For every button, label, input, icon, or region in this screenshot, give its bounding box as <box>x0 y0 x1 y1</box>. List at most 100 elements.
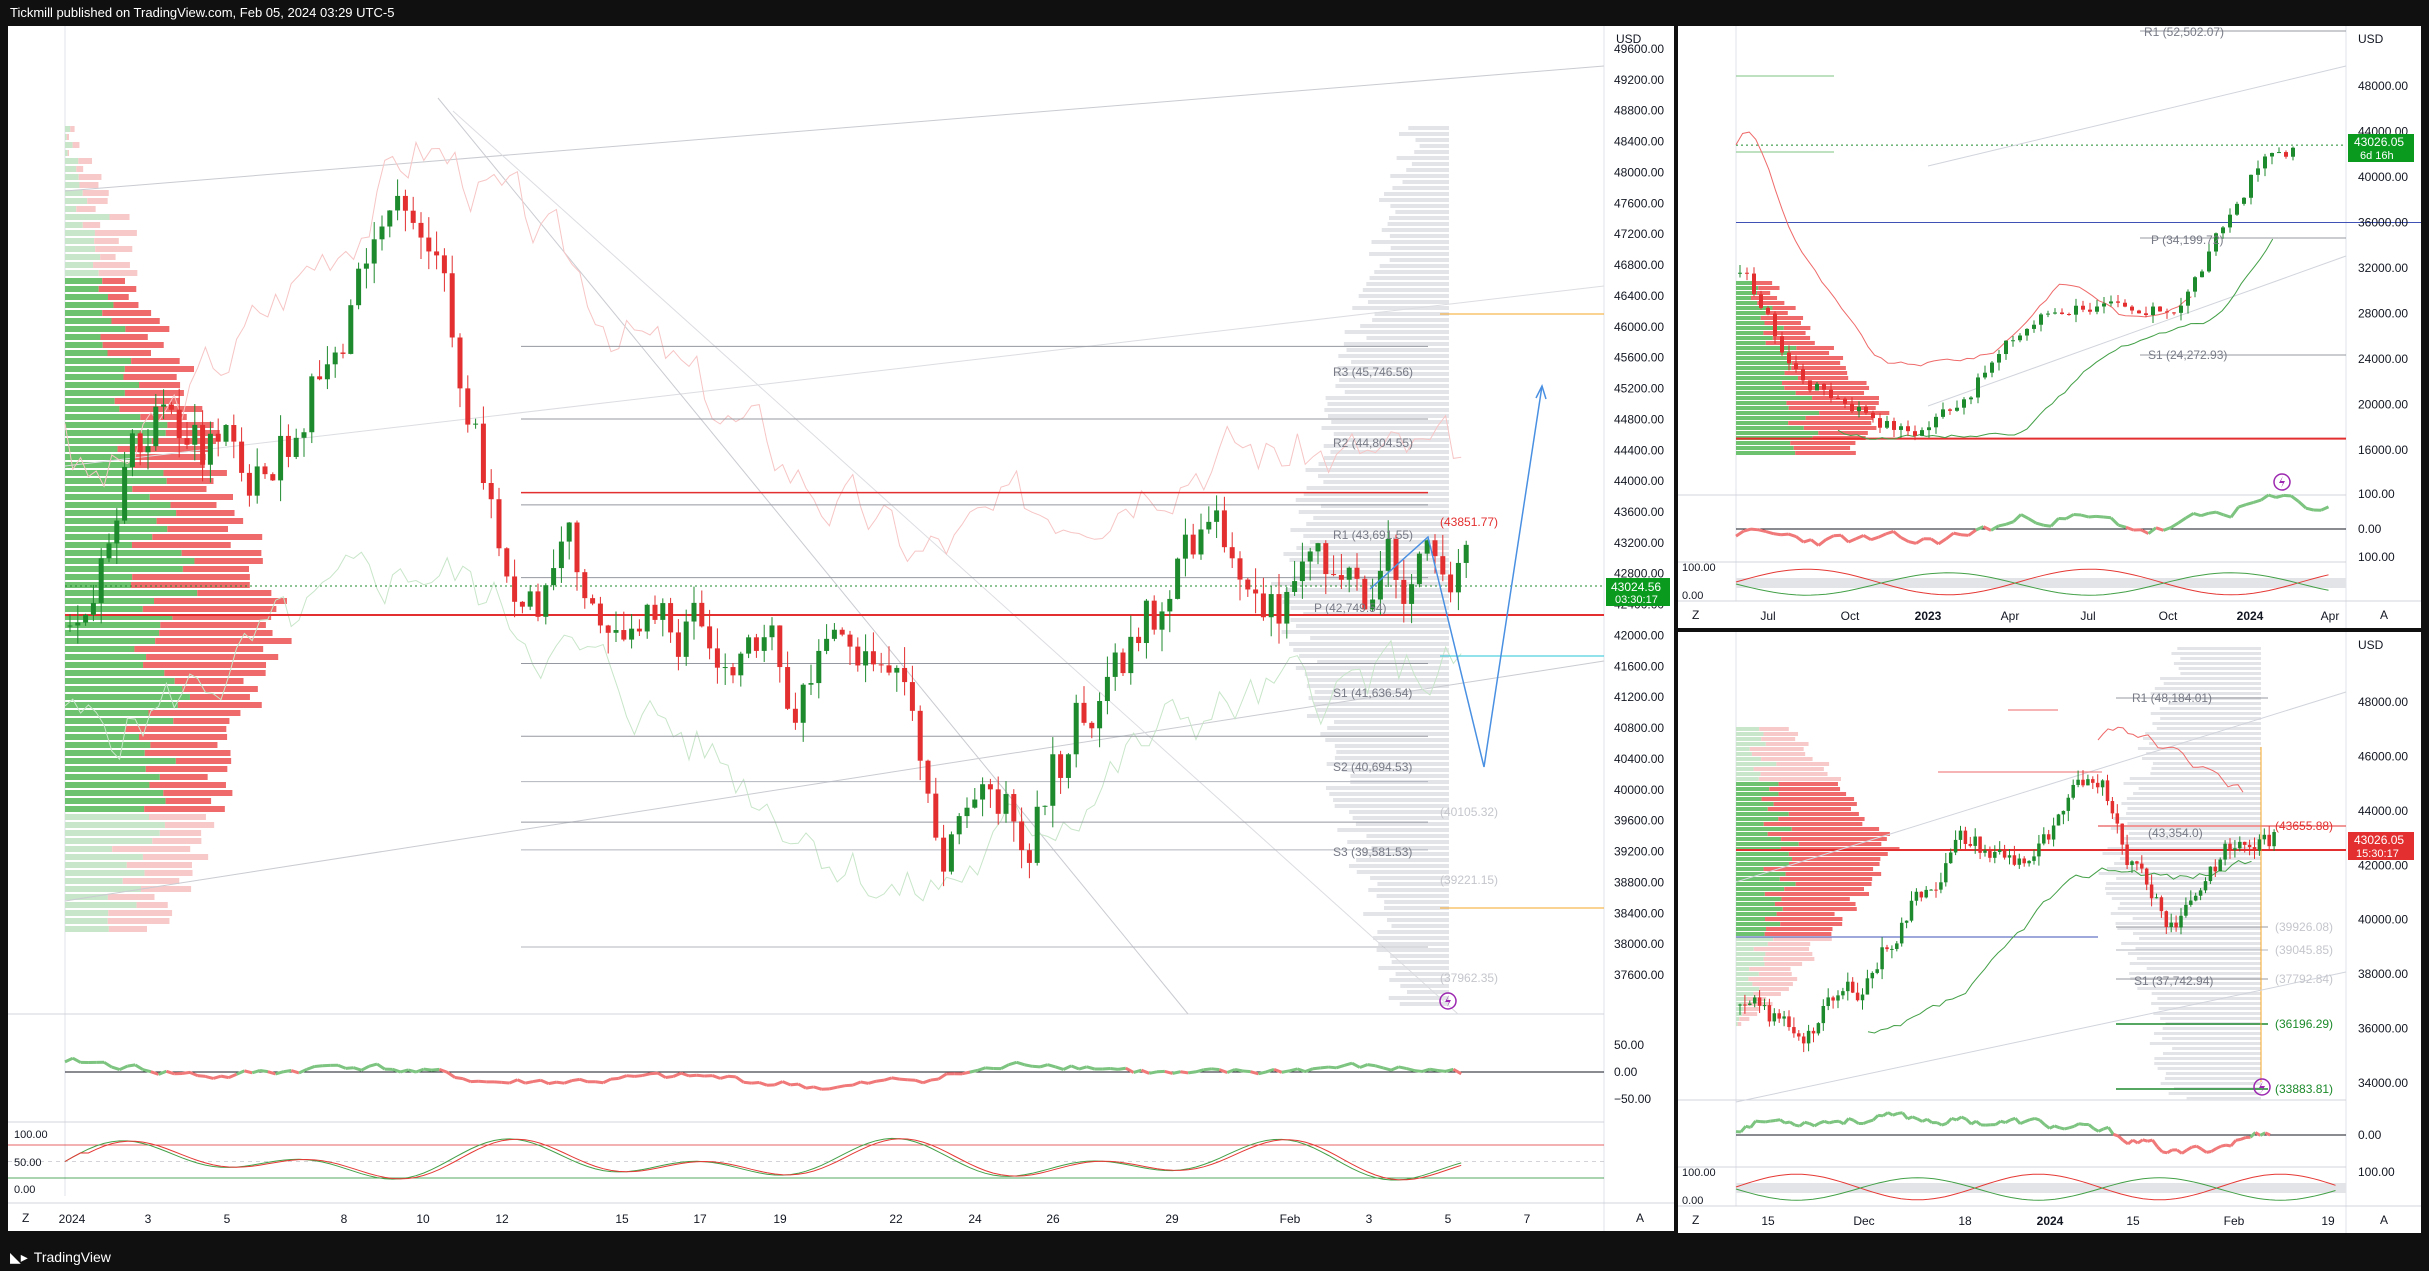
osc-segment <box>1941 1122 1948 1127</box>
profile-bar-sell <box>94 230 137 236</box>
main-candles <box>67 179 1469 887</box>
profile-bar-sell <box>159 830 202 836</box>
weekly-time-axis[interactable]: Jul Oct 2023 Apr Jul Oct 2024 Apr <box>1760 609 2339 623</box>
right-profile-bar <box>1368 888 1449 892</box>
candle-body <box>699 602 705 627</box>
profile-bar-sell <box>173 718 230 724</box>
osc1-segment <box>1414 1069 1423 1073</box>
resistance-trail <box>1735 131 2192 367</box>
four-hour-chart-panel[interactable]: USD R1 (48,184.01) (43655.88) (43,354.0)… <box>1678 632 2421 1233</box>
main-time-axis[interactable]: 2024 3 5 8 10 12 15 17 19 22 24 26 29 Feb 3 5 7 <box>59 1212 1531 1226</box>
profile-bar-sell <box>1797 376 1849 380</box>
osc-segment <box>2097 1127 2105 1133</box>
main-a-button[interactable]: A <box>1636 1211 1644 1225</box>
right-profile-bar <box>1316 708 1449 712</box>
weekly-lightning-icon[interactable] <box>2273 473 2291 491</box>
main-chart-panel[interactable]: USD R3 (45,746.56) R2 (44,804.55) (43851… <box>8 26 1674 1231</box>
profile-bar-buy <box>1736 807 1768 811</box>
profile-bar-sell <box>1757 291 1771 295</box>
four-hour-time-axis[interactable]: 15 Dec 18 2024 15 Feb 19 <box>1761 1214 2335 1228</box>
profile-bar-buy <box>65 566 183 572</box>
profile-bar-sell <box>124 366 195 372</box>
four-hour-price-axis[interactable]: 48000.00 46000.00 44000.00 42000.00 40000.00… <box>2358 695 2408 1090</box>
osc1-segment <box>813 1085 823 1091</box>
osc1-segment <box>1258 1070 1267 1076</box>
osc1-segment <box>1273 1067 1283 1074</box>
osc1-segment <box>743 1080 752 1085</box>
candle-body <box>192 424 198 445</box>
weekly-chart-svg[interactable]: USD R1 (52,502.07) P (34,199.72) S1 (24,… <box>1678 26 2421 628</box>
osc1-segment <box>688 1073 697 1078</box>
profile-bar-buy <box>1736 401 1787 405</box>
candle-body <box>2179 915 2183 928</box>
candle-body <box>1997 354 2001 363</box>
four-hour-lightning-icon[interactable] <box>2253 1078 2271 1096</box>
candle-body <box>1899 922 1904 944</box>
lightning-icon[interactable] <box>1439 992 1457 1010</box>
weekly-price-axis[interactable]: 48000.0044000.0040000.0036000.0032000.00… <box>2358 79 2408 457</box>
osc-segment <box>2235 1137 2241 1142</box>
profile-bar-buy <box>1736 441 1791 445</box>
main-z-button[interactable]: Z <box>22 1211 29 1225</box>
candle-body <box>2032 856 2036 861</box>
right-profile-bar <box>1377 930 1449 934</box>
candle-body <box>426 237 432 252</box>
profile-bar-buy <box>65 790 164 796</box>
profile-bar-sell <box>1761 797 1855 801</box>
candle-body <box>2012 855 2017 865</box>
candle-body <box>2060 312 2064 314</box>
candle-body <box>605 625 611 633</box>
four-hour-a-button[interactable]: A <box>2380 1213 2388 1227</box>
osc-segment <box>1765 530 1774 536</box>
price-tick: 46000.00 <box>2358 749 2408 763</box>
profile-bar-sell <box>124 390 184 396</box>
four-hour-oscillator-axis: 0.00 100.00 100.00 0.00 <box>1682 1128 2395 1207</box>
osc1-segment <box>1242 1069 1251 1074</box>
weekly-chart-panel[interactable]: USD R1 (52,502.07) P (34,199.72) S1 (24,… <box>1678 26 2421 628</box>
osc-segment <box>2268 493 2277 499</box>
main-chart-svg[interactable]: USD R3 (45,746.56) R2 (44,804.55) (43851… <box>8 26 1674 1231</box>
four-hour-z-button[interactable]: Z <box>1692 1213 1699 1227</box>
osc1-segment <box>829 1085 838 1091</box>
candle-body <box>1284 591 1290 624</box>
right-profile-bar <box>1301 570 1449 574</box>
weekly-a-button[interactable]: A <box>2380 608 2388 622</box>
candle-body <box>2011 340 2015 342</box>
osc-segment <box>1795 535 1805 544</box>
weekly-z-button[interactable]: Z <box>1692 608 1699 622</box>
profile-bar-sell <box>94 238 119 244</box>
candle-body <box>831 629 837 639</box>
osc1-segment <box>360 1064 370 1072</box>
osc1-segment <box>1070 1064 1080 1071</box>
candle-body <box>1424 540 1430 554</box>
osc1-segment <box>727 1074 736 1079</box>
profile-bar-sell <box>1781 897 1850 901</box>
candle-body <box>1019 821 1025 851</box>
osc-segment <box>1779 1118 1786 1125</box>
profile-bar-sell <box>174 678 244 684</box>
osc1-segment <box>1351 1061 1361 1069</box>
osc1-segment <box>462 1077 472 1084</box>
four-hour-candles <box>1738 770 2276 1053</box>
osc2-tick: 0.00 <box>1682 1195 1703 1207</box>
time-tick: Apr <box>2321 609 2340 623</box>
osc1-segment <box>1211 1067 1220 1072</box>
osc1-segment <box>1172 1070 1181 1075</box>
osc1-segment <box>72 1056 82 1064</box>
osc-segment <box>2073 1122 2080 1128</box>
candle-body <box>1777 1013 1781 1019</box>
candle-body <box>2125 844 2129 866</box>
osc1-segment <box>734 1075 745 1084</box>
candle-body <box>1906 426 1910 432</box>
osc1-segment <box>1195 1068 1205 1074</box>
osc1-segment <box>415 1067 425 1074</box>
profile-bar-buy <box>65 830 160 836</box>
weekly-oscillators <box>1735 493 2346 596</box>
osc-segment <box>2020 513 2030 520</box>
four-hour-chart-svg[interactable]: USD R1 (48,184.01) (43655.88) (43,354.0)… <box>1678 632 2421 1233</box>
candle-body <box>1167 598 1173 612</box>
profile-bar-buy <box>65 646 135 652</box>
time-tick: Oct <box>1841 609 1860 623</box>
right-profile-bar <box>2129 777 2261 780</box>
profile-bar-buy <box>1736 331 1764 335</box>
